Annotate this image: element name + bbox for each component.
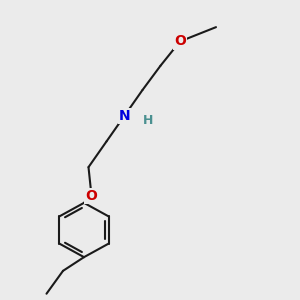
Text: H: H (143, 114, 154, 127)
Text: O: O (174, 34, 186, 48)
Text: N: N (119, 109, 130, 123)
Text: O: O (85, 189, 98, 203)
